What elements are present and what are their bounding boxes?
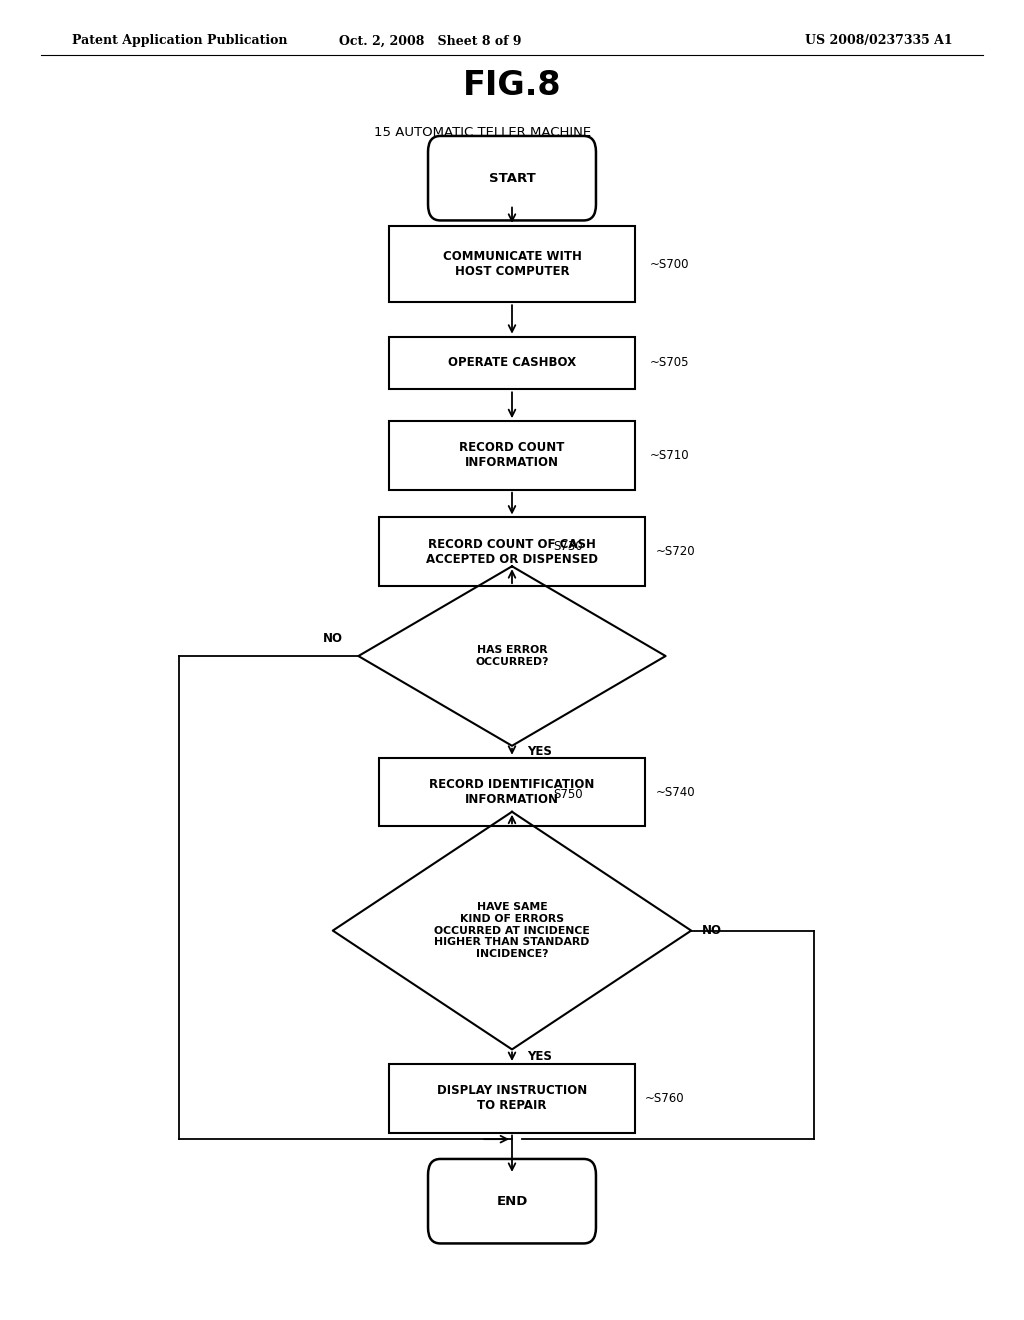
Text: S730: S730	[553, 540, 583, 553]
Text: END: END	[497, 1195, 527, 1208]
Text: Patent Application Publication: Patent Application Publication	[72, 34, 287, 48]
Bar	[379, 758, 645, 826]
Text: NO: NO	[701, 924, 722, 937]
Text: Oct. 2, 2008   Sheet 8 of 9: Oct. 2, 2008 Sheet 8 of 9	[339, 34, 521, 48]
Text: HAS ERROR
OCCURRED?: HAS ERROR OCCURRED?	[475, 645, 549, 667]
Bar	[389, 1064, 635, 1133]
Text: ~S760: ~S760	[645, 1092, 685, 1105]
Text: ~S700: ~S700	[650, 257, 690, 271]
Polygon shape	[333, 812, 691, 1049]
Text: 15 AUTOMATIC TELLER MACHINE: 15 AUTOMATIC TELLER MACHINE	[374, 125, 591, 139]
Text: OPERATE CASHBOX: OPERATE CASHBOX	[447, 356, 577, 370]
Text: US 2008/0237335 A1: US 2008/0237335 A1	[805, 34, 952, 48]
Text: YES: YES	[527, 746, 552, 758]
FancyBboxPatch shape	[428, 136, 596, 220]
Text: START: START	[488, 172, 536, 185]
Text: RECORD IDENTIFICATION
INFORMATION: RECORD IDENTIFICATION INFORMATION	[429, 777, 595, 807]
Bar	[379, 517, 645, 586]
Bar	[389, 226, 635, 302]
Text: RECORD COUNT
INFORMATION: RECORD COUNT INFORMATION	[460, 441, 564, 470]
Text: HAVE SAME
KIND OF ERRORS
OCCURRED AT INCIDENCE
HIGHER THAN STANDARD
INCIDENCE?: HAVE SAME KIND OF ERRORS OCCURRED AT INC…	[434, 903, 590, 958]
Polygon shape	[358, 566, 666, 746]
Text: RECORD COUNT OF CASH
ACCEPTED OR DISPENSED: RECORD COUNT OF CASH ACCEPTED OR DISPENS…	[426, 537, 598, 566]
Text: NO: NO	[323, 632, 343, 645]
Text: S750: S750	[553, 788, 583, 801]
Text: ~S705: ~S705	[650, 356, 690, 370]
Text: ~S720: ~S720	[655, 545, 695, 558]
Text: ~S740: ~S740	[655, 785, 695, 799]
Text: ~S710: ~S710	[650, 449, 690, 462]
FancyBboxPatch shape	[428, 1159, 596, 1243]
Text: FIG.8: FIG.8	[463, 69, 561, 103]
Bar	[389, 421, 635, 490]
Text: YES: YES	[527, 1051, 552, 1063]
Text: DISPLAY INSTRUCTION
TO REPAIR: DISPLAY INSTRUCTION TO REPAIR	[437, 1084, 587, 1113]
Text: COMMUNICATE WITH
HOST COMPUTER: COMMUNICATE WITH HOST COMPUTER	[442, 249, 582, 279]
Bar	[389, 337, 635, 389]
